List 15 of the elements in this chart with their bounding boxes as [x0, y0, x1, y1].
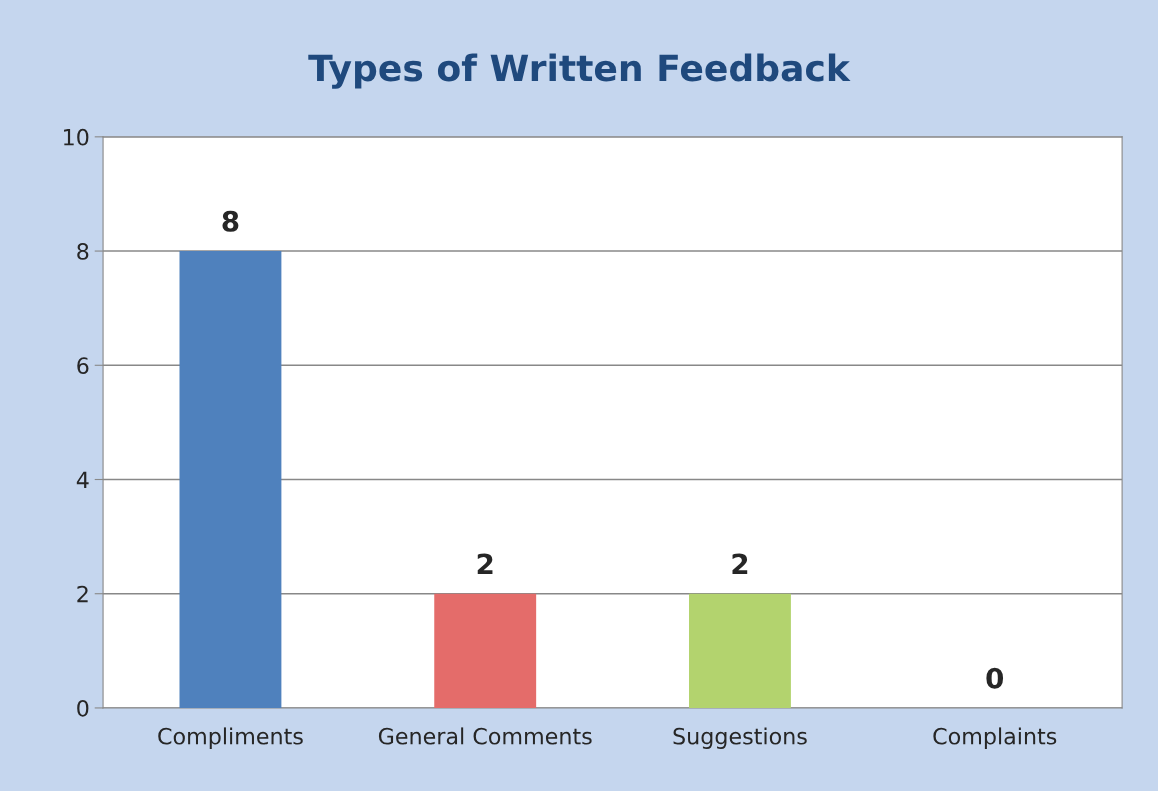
- y-tick-label: 8: [77, 243, 89, 260]
- y-tick-label: 0: [77, 699, 89, 717]
- x-tick-label: Complaints: [933, 727, 1057, 749]
- x-tick-label: General Comments: [378, 727, 592, 745]
- x-tick-label: Compliments: [158, 727, 303, 749]
- y-tick-label: 6: [77, 357, 89, 375]
- data-label: 2: [732, 553, 748, 575]
- data-label: 8: [222, 210, 239, 232]
- y-tick-label: 2: [77, 585, 88, 603]
- data-label: 0: [986, 667, 1004, 689]
- y-tick-label: 4: [76, 471, 89, 488]
- x-tick-label: Suggestions: [673, 727, 807, 749]
- chart-title: Types of Written Feedback: [308, 53, 851, 89]
- y-tick-label: 10: [64, 128, 89, 146]
- data-label: 2: [477, 553, 493, 575]
